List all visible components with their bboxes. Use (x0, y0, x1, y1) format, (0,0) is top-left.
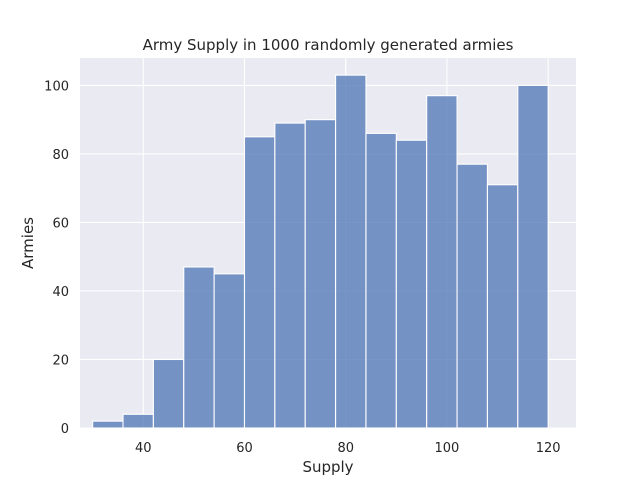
y-axis-label: Armies (19, 217, 37, 269)
histogram-bar-5 (243, 136, 276, 429)
chart-title: Army Supply in 1000 randomly generated a… (143, 36, 514, 54)
x-tick-label-2: 80 (337, 441, 354, 456)
y-tick-label-2: 40 (52, 285, 69, 300)
x-axis-label: Supply (302, 458, 353, 476)
y-tick-label-5: 100 (44, 79, 69, 94)
histogram-bars (92, 74, 549, 429)
y-tick-label-0: 0 (61, 422, 69, 437)
histogram-bar-3 (183, 266, 215, 429)
histogram-bar-0 (92, 420, 124, 429)
histogram-bar-7 (304, 119, 337, 429)
histogram-bar-1 (122, 413, 154, 429)
histogram-bar-13 (486, 184, 519, 429)
histogram-bar-12 (456, 163, 488, 429)
histogram-bar-14 (517, 84, 549, 429)
x-tick-label-4: 120 (536, 441, 561, 456)
x-tick-label-0: 40 (135, 441, 152, 456)
histogram-bar-9 (365, 132, 397, 429)
histogram-bar-6 (274, 122, 306, 429)
x-tick-label-1: 60 (236, 441, 253, 456)
histogram-bar-8 (335, 74, 367, 429)
x-tick-label-3: 100 (435, 441, 460, 456)
x-axis-ticks: 40 60 80 100 120 (135, 441, 561, 456)
y-tick-label-1: 20 (52, 353, 69, 368)
y-axis-ticks: 0 20 40 60 80 100 (44, 79, 69, 437)
histogram-bar-10 (395, 139, 428, 429)
y-tick-label-4: 80 (52, 148, 69, 163)
y-tick-label-3: 60 (52, 216, 69, 231)
histogram-bar-2 (152, 358, 185, 429)
histogram-bar-11 (426, 95, 458, 429)
histogram-bar-4 (213, 273, 246, 429)
